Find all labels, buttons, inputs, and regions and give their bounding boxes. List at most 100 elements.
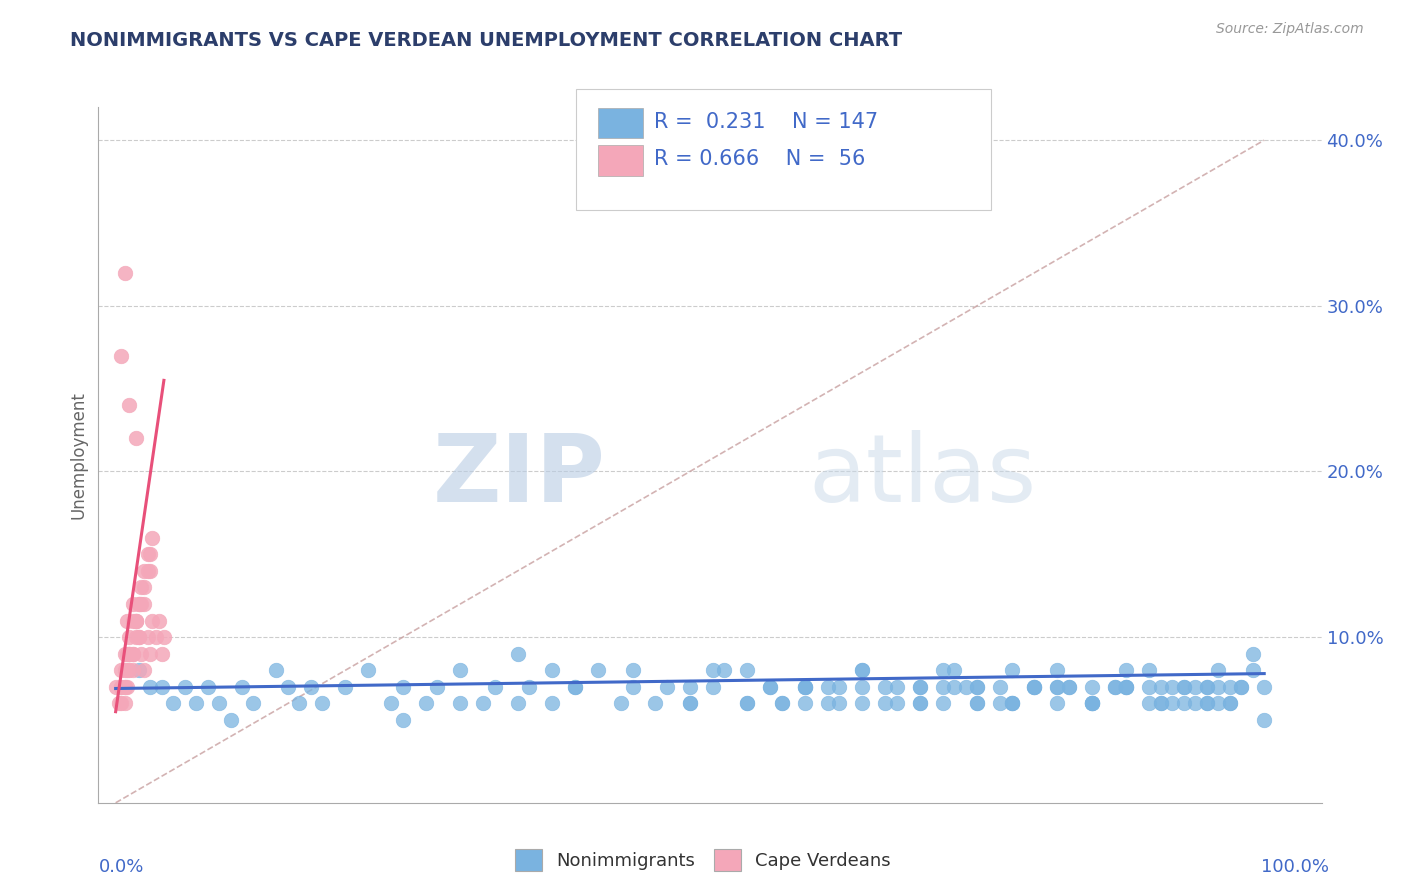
Point xyxy=(125,614,148,628)
Point xyxy=(129,597,152,611)
Point xyxy=(484,680,506,694)
Point xyxy=(1057,680,1080,694)
Point xyxy=(128,630,150,644)
Point xyxy=(380,697,402,711)
Point xyxy=(1115,663,1137,677)
Point xyxy=(679,680,702,694)
Point xyxy=(1219,697,1241,711)
Point xyxy=(1081,697,1104,711)
Point xyxy=(219,713,242,727)
Point xyxy=(115,663,138,677)
Point xyxy=(931,697,953,711)
Point xyxy=(139,647,162,661)
Point xyxy=(122,647,145,661)
Point xyxy=(541,697,564,711)
Point xyxy=(851,663,873,677)
Point xyxy=(1104,680,1126,694)
Point xyxy=(1137,663,1160,677)
Point xyxy=(713,663,735,677)
Point xyxy=(1137,697,1160,711)
Point xyxy=(506,647,529,661)
Point xyxy=(908,697,931,711)
Point xyxy=(208,697,231,711)
Point xyxy=(242,697,264,711)
Point xyxy=(851,663,873,677)
Point xyxy=(1046,680,1069,694)
Point xyxy=(115,647,138,661)
Point xyxy=(655,680,678,694)
Point xyxy=(1219,697,1241,711)
Point xyxy=(231,680,253,694)
Point xyxy=(114,697,136,711)
Point xyxy=(1081,680,1104,694)
Point xyxy=(1241,663,1264,677)
Point xyxy=(1195,697,1218,711)
Point xyxy=(426,680,449,694)
Point xyxy=(541,663,564,677)
Point xyxy=(311,697,333,711)
Text: 0.0%: 0.0% xyxy=(98,858,143,876)
Point xyxy=(1173,697,1195,711)
Point xyxy=(737,663,759,677)
Point xyxy=(793,680,815,694)
Point xyxy=(931,680,953,694)
Point xyxy=(125,630,148,644)
Text: R = 0.666    N =  56: R = 0.666 N = 56 xyxy=(654,149,865,169)
Point xyxy=(134,564,156,578)
Point xyxy=(134,597,156,611)
Point xyxy=(943,680,966,694)
Point xyxy=(108,697,131,711)
Text: Source: ZipAtlas.com: Source: ZipAtlas.com xyxy=(1216,22,1364,37)
Point xyxy=(1046,663,1069,677)
Point xyxy=(1184,680,1206,694)
Point xyxy=(1046,680,1069,694)
Point xyxy=(817,697,839,711)
Text: atlas: atlas xyxy=(808,430,1036,522)
Point xyxy=(759,680,782,694)
Point xyxy=(449,697,471,711)
Point xyxy=(1057,680,1080,694)
Point xyxy=(1024,680,1046,694)
Text: 100.0%: 100.0% xyxy=(1261,858,1329,876)
Point xyxy=(141,614,163,628)
Point xyxy=(621,663,644,677)
Point xyxy=(1000,697,1022,711)
Point xyxy=(114,680,136,694)
Point xyxy=(1115,680,1137,694)
Point xyxy=(679,697,702,711)
Point xyxy=(122,663,145,677)
Point xyxy=(1150,697,1173,711)
Point xyxy=(793,680,815,694)
Point xyxy=(1184,697,1206,711)
Point xyxy=(1000,663,1022,677)
Point xyxy=(1150,697,1173,711)
Point xyxy=(449,663,471,677)
Point xyxy=(1219,680,1241,694)
Point xyxy=(955,680,977,694)
Point xyxy=(1195,680,1218,694)
Point xyxy=(118,630,141,644)
Point xyxy=(277,680,299,694)
Point xyxy=(1230,680,1253,694)
Point xyxy=(517,680,540,694)
Point xyxy=(1173,680,1195,694)
Point xyxy=(702,680,724,694)
Point xyxy=(759,680,782,694)
Point xyxy=(129,647,152,661)
Point xyxy=(128,630,150,644)
Point xyxy=(139,680,162,694)
Text: ZIP: ZIP xyxy=(433,430,606,522)
Point xyxy=(737,697,759,711)
Point xyxy=(1161,697,1184,711)
Point xyxy=(184,697,207,711)
Point xyxy=(1024,680,1046,694)
Point xyxy=(391,680,413,694)
Point xyxy=(875,680,897,694)
Point xyxy=(136,630,159,644)
Point xyxy=(153,630,176,644)
Point xyxy=(1150,680,1173,694)
Point xyxy=(139,564,162,578)
Point xyxy=(851,680,873,694)
Point xyxy=(110,349,132,363)
Point xyxy=(1206,680,1229,694)
